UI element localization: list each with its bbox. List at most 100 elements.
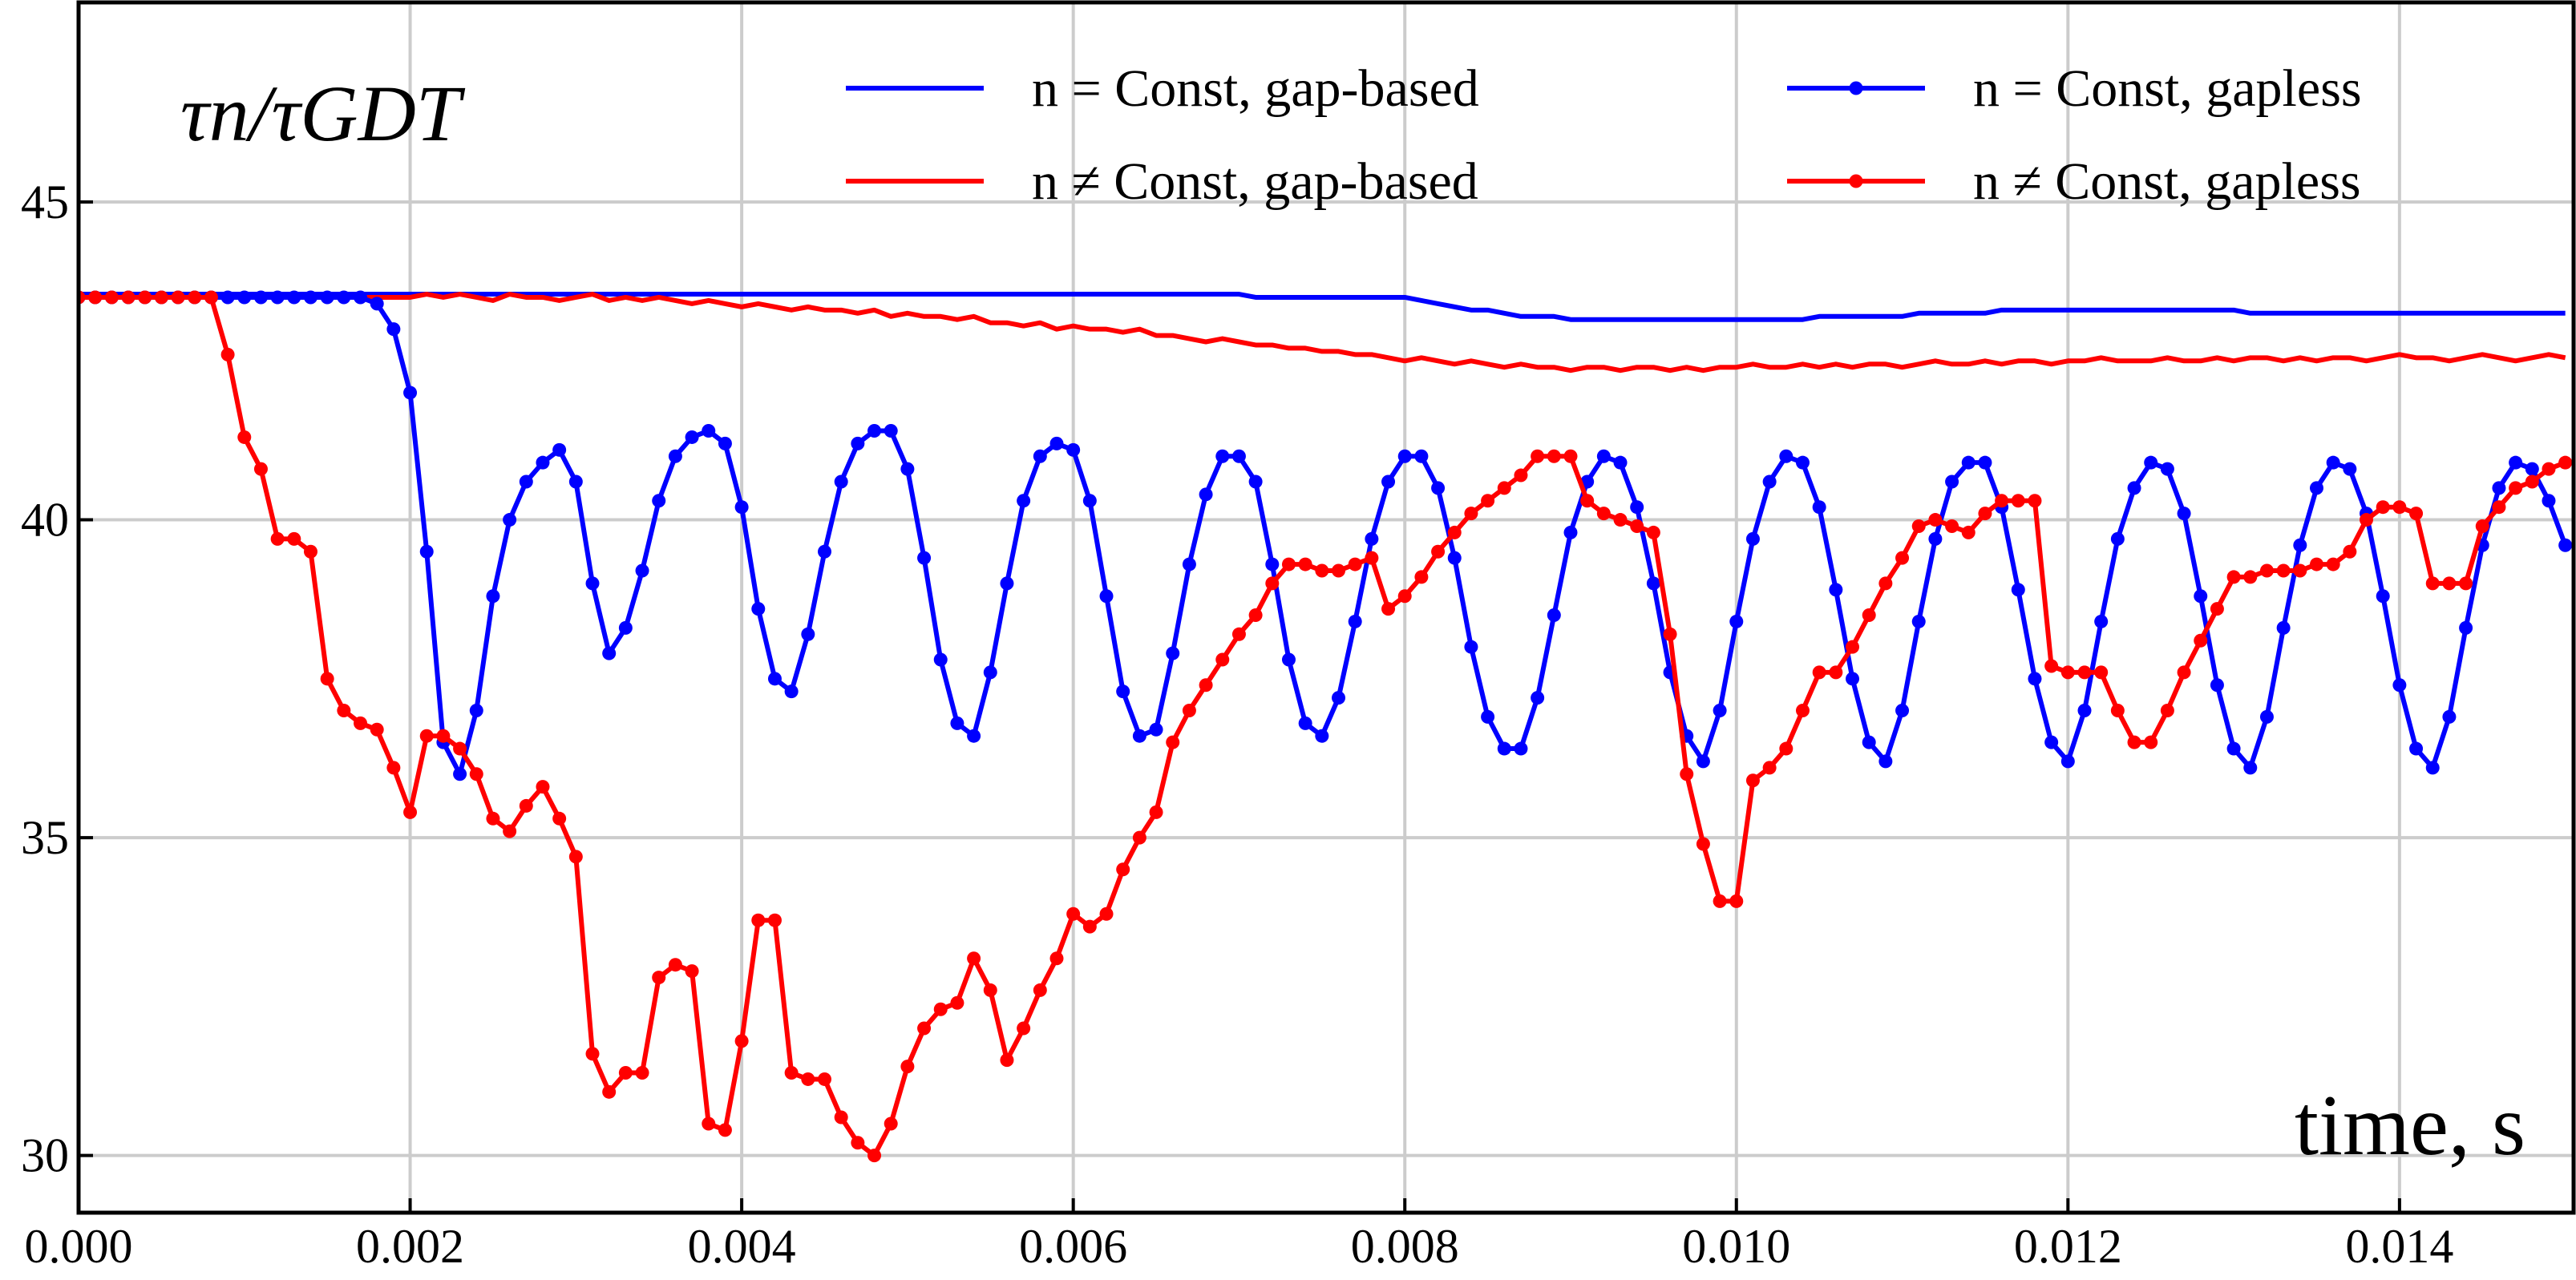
data-point [2194,633,2208,648]
legend: n = Const, gap-based n ≠ Const, gap-based… [846,59,2362,211]
data-point [1099,589,1114,604]
data-point [1199,487,1213,502]
data-point [1878,576,1893,591]
data-point [967,951,981,966]
data-point [320,290,334,305]
data-point [1580,494,1595,508]
data-point [2343,462,2357,476]
data-point [2425,761,2440,775]
data-point [320,672,334,686]
data-point [1447,551,1462,565]
data-point [337,290,351,305]
data-point [536,780,550,794]
data-point [1397,589,1412,604]
data-point [1332,563,1346,578]
data-point [983,665,997,680]
data-point [2309,481,2323,495]
legend-marker [1849,81,1863,95]
data-point [884,424,898,438]
data-point [1531,691,1545,705]
x-tick-label: 0.008 [1351,1220,1459,1273]
data-point [453,741,467,756]
data-point [2376,589,2390,604]
data-point [2525,474,2539,489]
data-point [1713,703,1727,717]
data-point [2110,703,2125,717]
series-line [79,294,2566,1158]
data-point [585,1047,600,1061]
data-point [2542,494,2556,508]
data-point [718,436,732,450]
data-point [1762,761,1777,775]
data-point [767,913,782,927]
data-point [635,563,649,578]
data-point [801,1072,815,1086]
data-point [436,729,451,743]
data-point [2077,703,2092,717]
x-tick-label: 0.002 [356,1220,464,1273]
data-point [933,1002,948,1016]
data-point [1961,455,1975,470]
data-point [734,1034,749,1048]
data-point [2160,703,2174,717]
data-point [2060,665,2075,680]
data-point [784,684,799,699]
data-point [2194,589,2208,604]
data-point [1862,608,1876,623]
data-point [2442,576,2457,591]
data-point [2210,602,2224,616]
data-point [1298,557,1312,571]
data-point [503,513,517,527]
data-point [2293,538,2307,552]
data-point [1481,709,1495,724]
data-point [1033,449,1047,463]
y-tick-label: 40 [21,494,69,547]
data-point [851,436,865,450]
y-tick-label: 30 [21,1129,69,1182]
data-point [237,290,252,305]
data-point [2542,462,2556,476]
data-point [1862,735,1876,749]
data-point [1928,531,1943,546]
grid [77,2,2574,1213]
data-point [652,971,666,985]
data-point [2259,563,2274,578]
data-point [519,474,533,489]
data-point [1265,576,1280,591]
data-point [983,983,997,997]
data-point [950,716,964,730]
data-point [1779,449,1793,463]
data-point [2144,735,2158,749]
data-point [1464,507,1478,521]
data-point [1596,449,1611,463]
data-point [270,290,285,305]
x-tick-label: 0.006 [1019,1220,1127,1273]
data-point [2028,494,2042,508]
data-point [1315,563,1329,578]
data-point [1481,494,1495,508]
data-point [2409,507,2424,521]
data-point [2276,563,2291,578]
data-point [188,290,202,305]
data-point [519,798,533,813]
data-point [1696,754,1710,769]
data-point [552,811,567,826]
data-point [1431,481,1446,495]
data-point [1497,741,1511,756]
data-point [536,455,550,470]
series-line [79,292,2566,322]
data-point [2392,678,2407,692]
data-point [386,322,401,337]
data-point [2028,672,2042,686]
data-point [1332,691,1346,705]
data-point [2127,481,2141,495]
data-point [2442,709,2457,724]
data-point [1017,494,1031,508]
data-point [171,290,185,305]
data-point [154,290,168,305]
data-point [1878,754,1893,769]
data-point [1414,449,1429,463]
data-point [2243,570,2258,584]
data-point [220,290,235,305]
data-point [2459,620,2473,635]
